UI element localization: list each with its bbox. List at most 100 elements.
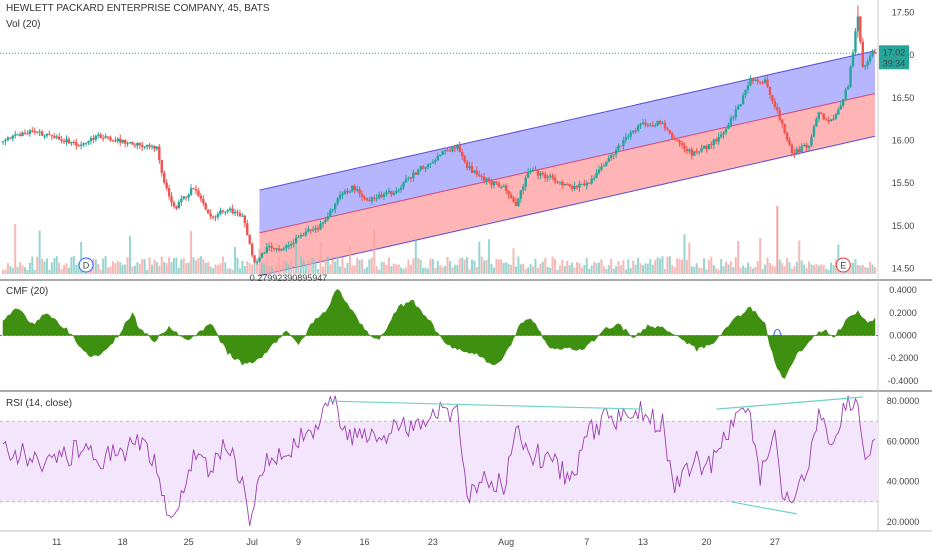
candle-body: [390, 191, 393, 195]
price-tick-label: 17.50: [892, 7, 915, 17]
candle-body: [649, 125, 652, 127]
volume-bar: [414, 240, 417, 274]
rsi-tick-label: 20.0000: [887, 517, 920, 527]
volume-bar: [676, 258, 679, 274]
volume-bar: [329, 264, 332, 274]
candle-body: [18, 134, 22, 137]
candle-body: [177, 202, 181, 209]
volume-bar: [558, 265, 561, 274]
candle-body: [187, 194, 190, 198]
candle-body: [456, 144, 459, 149]
candle-body: [109, 137, 112, 141]
candle-body: [783, 123, 786, 133]
candle-body: [859, 16, 862, 42]
candle-body: [165, 182, 168, 189]
rsi-tick-label: 80.0000: [887, 396, 920, 406]
volume-bar: [407, 259, 410, 274]
candle-body: [810, 136, 813, 146]
volume-bar: [871, 264, 874, 274]
candle-body: [123, 140, 127, 144]
volume-bar: [304, 264, 307, 274]
candle-body: [79, 144, 83, 146]
candle-body: [514, 201, 518, 206]
candle-body: [568, 184, 571, 187]
candle-body: [287, 245, 290, 247]
candle-body: [348, 191, 352, 193]
volume-bar: [170, 262, 173, 274]
price-tick-label: 14.50: [892, 264, 915, 274]
candle-body: [639, 124, 642, 126]
candle-body: [70, 141, 73, 144]
candle-body: [351, 185, 354, 192]
volume-bar: [434, 267, 437, 274]
volume-bar: [361, 259, 364, 274]
volume-bar: [395, 264, 398, 274]
candle-body: [424, 167, 427, 169]
time-tick-label: 18: [118, 537, 128, 547]
volume-bar: [238, 268, 241, 274]
candle-body: [104, 136, 107, 139]
volume-bar: [124, 264, 127, 274]
earnings-marker-letter: E: [840, 261, 846, 271]
volume-bar: [275, 263, 278, 274]
candle-body: [646, 124, 650, 126]
candle-body: [815, 118, 818, 127]
volume-bar: [568, 265, 571, 274]
time-tick-label: 16: [359, 537, 369, 547]
cmf-title: CMF (20): [6, 286, 48, 297]
volume-bar: [187, 262, 190, 274]
volume-bar: [644, 263, 647, 274]
cmf-tick-label: 0.0000: [889, 331, 917, 341]
candle-body: [341, 193, 344, 196]
volume-bar: [214, 264, 217, 274]
volume-bar: [102, 258, 105, 274]
dividend-marker: [78, 257, 94, 273]
volume-bar: [673, 267, 676, 274]
candle-body: [426, 164, 430, 168]
candle-body: [507, 190, 510, 195]
candle-body: [868, 55, 872, 62]
candle-body: [551, 175, 554, 178]
candle-body: [277, 248, 281, 251]
volume-bar: [837, 244, 840, 274]
volume-bar: [751, 268, 754, 274]
price-tick-label: 16.50: [892, 93, 915, 103]
candle-body: [519, 190, 523, 199]
candle-body: [758, 81, 762, 83]
candle-body: [228, 208, 232, 211]
volume-bar: [16, 266, 19, 274]
volume-bar: [55, 256, 58, 274]
volume-bar: [168, 257, 171, 274]
rsi-trendline: [716, 396, 863, 410]
volume-bar: [632, 260, 635, 274]
candle-body: [282, 248, 286, 250]
candle-body: [761, 82, 764, 84]
volume-bar: [380, 261, 383, 274]
volume-bar: [803, 264, 806, 274]
volume-bar: [317, 269, 320, 274]
candle-body: [402, 182, 405, 188]
volume-bar: [180, 259, 183, 274]
candle-body: [824, 119, 828, 121]
volume-bar: [448, 260, 451, 274]
candle-body: [253, 255, 256, 263]
volume-bar: [681, 259, 684, 274]
candle-body: [326, 216, 330, 220]
candle-body: [683, 145, 686, 150]
volume-bar: [854, 258, 857, 274]
candle-body: [700, 148, 703, 152]
volume-bar: [246, 261, 249, 274]
candle-body: [138, 143, 141, 146]
volume-bar: [231, 269, 234, 274]
volume-bar: [790, 268, 793, 274]
candle-body: [610, 155, 613, 158]
candle-body: [715, 139, 718, 142]
volume-bar: [607, 265, 610, 274]
volume-bar: [519, 264, 522, 274]
volume-bar: [150, 264, 153, 274]
candle-body: [607, 157, 610, 162]
candle-body: [333, 203, 337, 210]
time-tick-label: 25: [184, 537, 194, 547]
candle-body: [294, 237, 298, 243]
